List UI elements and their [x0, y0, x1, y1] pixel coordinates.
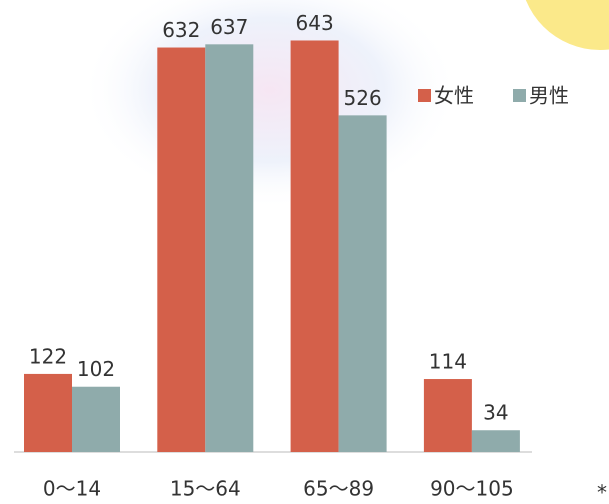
value-label: 643	[296, 11, 334, 35]
x-tick-label: 15〜64	[170, 477, 241, 501]
bar	[338, 115, 387, 453]
legend-swatch	[418, 89, 431, 102]
value-label: 122	[29, 344, 67, 368]
legend-swatch	[513, 89, 526, 102]
annotation: *	[597, 481, 607, 504]
bar	[24, 373, 72, 452]
value-label: 526	[344, 86, 382, 110]
x-tick-label: 0〜14	[43, 477, 101, 501]
bar	[471, 430, 520, 452]
background-blob	[80, 0, 460, 210]
bar	[290, 40, 339, 452]
x-tick-label: 65〜89	[303, 477, 374, 501]
value-label: 102	[77, 357, 115, 381]
value-label: 34	[483, 401, 508, 425]
value-label: 637	[210, 15, 248, 39]
background-circle	[525, 0, 609, 50]
bar	[72, 386, 120, 452]
value-label: 114	[429, 350, 467, 374]
bar	[157, 47, 206, 453]
bar	[423, 379, 472, 452]
legend-label: 男性	[529, 84, 569, 108]
x-tick-label: 90〜105	[430, 477, 514, 501]
value-label: 632	[162, 18, 200, 42]
legend-label: 女性	[434, 84, 474, 108]
bar	[205, 44, 254, 452]
